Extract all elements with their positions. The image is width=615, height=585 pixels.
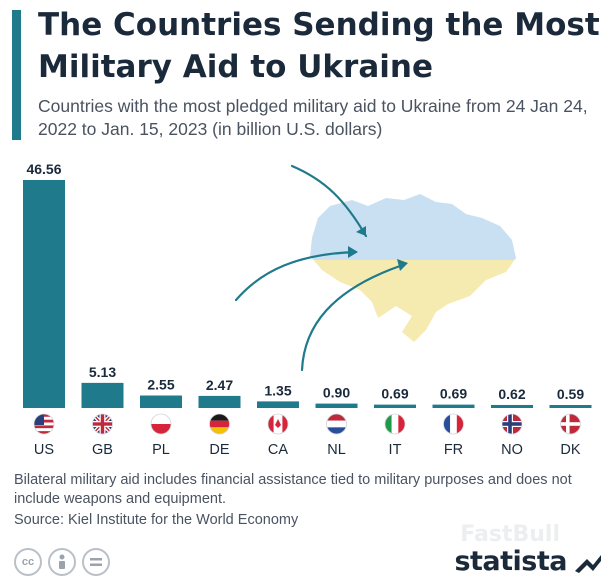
fr-flag-icon — [443, 413, 464, 435]
category-label-us: US — [34, 442, 54, 458]
statista-logo[interactable]: statista — [454, 546, 567, 577]
us-flag-icon — [33, 413, 55, 435]
category-label-ca: CA — [268, 442, 288, 458]
value-label-dk: 0.59 — [557, 386, 584, 402]
ukraine-map-icon — [234, 164, 516, 372]
bar-no — [491, 404, 533, 408]
value-label-us: 46.56 — [26, 161, 61, 177]
value-label-pl: 2.55 — [147, 377, 174, 393]
accent-bar — [12, 10, 21, 140]
bar-dk — [549, 405, 592, 408]
bar-pl — [140, 395, 182, 408]
category-label-nl: NL — [327, 442, 346, 458]
bar-it — [374, 404, 416, 408]
category-label-dk: DK — [560, 442, 580, 458]
license-icons: cc — [14, 548, 110, 576]
statista-logo-icon — [575, 555, 601, 573]
nl-flag-icon — [326, 413, 347, 435]
source-note: Source: Kiel Institute for the World Eco… — [14, 512, 299, 528]
value-label-de: 2.47 — [206, 377, 233, 393]
value-label-no: 0.62 — [498, 386, 525, 402]
value-label-nl: 0.90 — [323, 385, 350, 401]
dk-flag-icon — [560, 413, 581, 435]
bar-gb — [81, 382, 124, 408]
no-flag-icon — [501, 413, 523, 435]
value-label-fr: 0.69 — [440, 386, 467, 402]
footnote: Bilateral military aid includes financia… — [14, 472, 572, 507]
it-flag-icon — [384, 413, 406, 435]
watermark: FastBull — [460, 522, 560, 547]
bar-de — [198, 395, 241, 408]
chart-title: The Countries Sending the Most Military … — [38, 7, 600, 85]
no-derivatives-icon — [82, 548, 110, 576]
category-label-gb: GB — [92, 442, 113, 458]
value-label-ca: 1.35 — [264, 382, 291, 398]
gb-flag-icon — [92, 413, 113, 435]
value-label-it: 0.69 — [381, 386, 408, 402]
category-label-no: NO — [501, 442, 523, 458]
value-label-gb: 5.13 — [89, 364, 116, 380]
chart-subtitle: Countries with the most pledged military… — [38, 96, 588, 139]
cc-icon: cc — [14, 548, 42, 576]
pl-flag-icon — [150, 413, 172, 435]
category-label-de: DE — [209, 442, 229, 458]
bar-ca — [257, 401, 299, 408]
ca-flag-icon — [267, 413, 289, 435]
category-label-it: IT — [389, 442, 402, 458]
bar-nl — [315, 403, 358, 408]
bar-fr — [432, 404, 475, 408]
de-flag-icon — [209, 413, 230, 435]
bar-chart: 46.56 5.13 2.55 2.47 1.35 0.90 0.69 0.69 0.62 0.5… — [23, 161, 592, 458]
category-label-fr: FR — [444, 442, 463, 458]
bar-us — [23, 180, 65, 408]
attribution-icon — [48, 548, 76, 576]
category-label-pl: PL — [152, 442, 170, 458]
